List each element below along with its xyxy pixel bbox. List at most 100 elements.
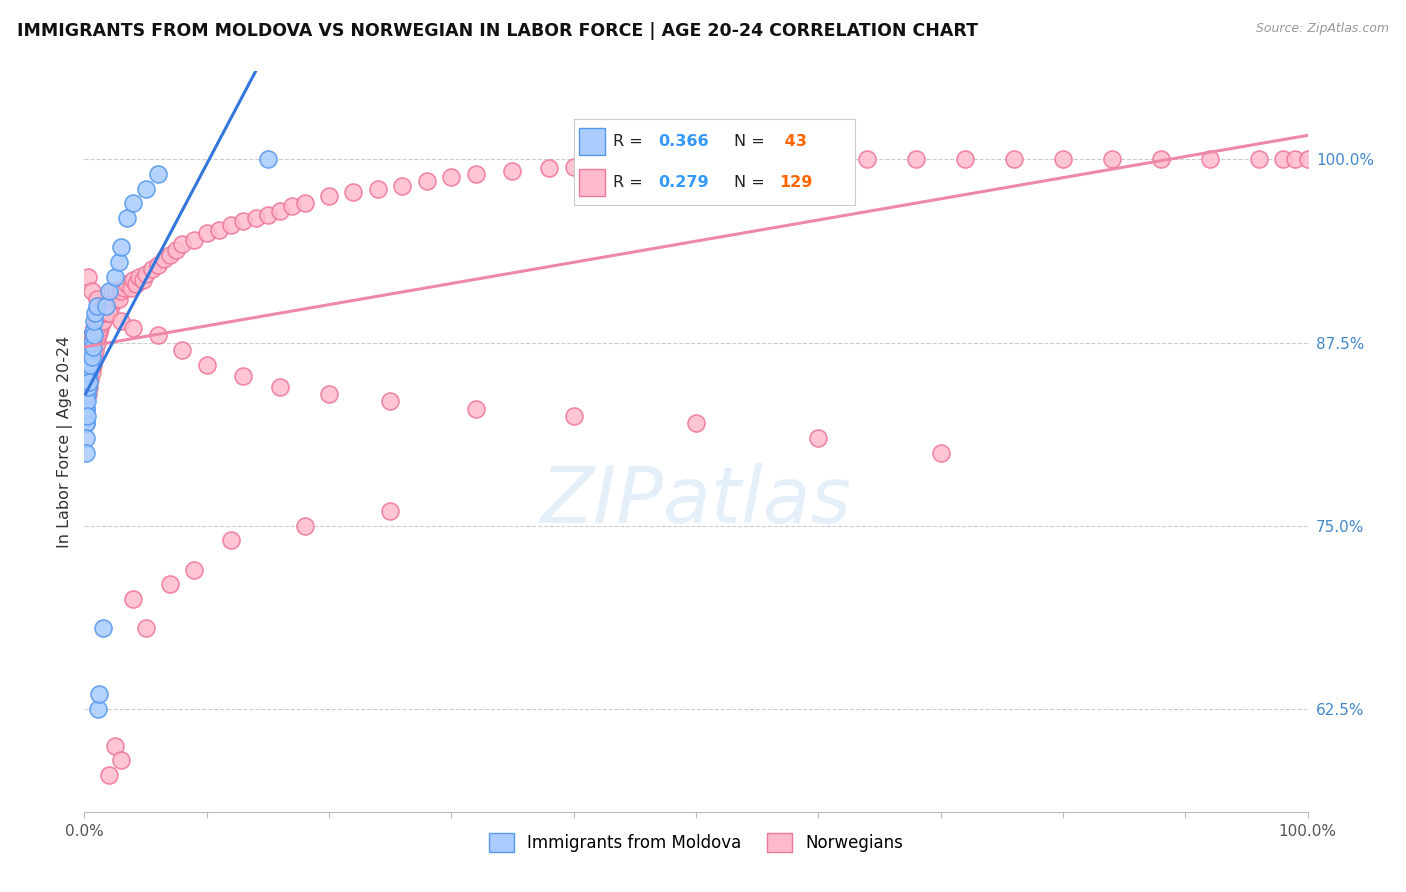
Point xyxy=(104,292,127,306)
Point xyxy=(128,269,150,284)
Point xyxy=(122,272,145,286)
Point xyxy=(294,519,316,533)
Point xyxy=(98,292,121,306)
Point xyxy=(89,306,111,320)
Point xyxy=(464,401,486,416)
Point xyxy=(538,161,561,175)
Point xyxy=(75,372,97,386)
Point xyxy=(91,313,114,327)
Point xyxy=(636,157,658,171)
Point xyxy=(709,153,731,168)
Point xyxy=(905,153,928,167)
Point xyxy=(135,181,157,195)
Point xyxy=(929,445,952,459)
Point xyxy=(86,299,108,313)
Point xyxy=(75,431,97,445)
Point xyxy=(183,563,205,577)
Point xyxy=(77,269,100,284)
Point xyxy=(269,379,291,393)
Point xyxy=(165,244,187,258)
Point xyxy=(107,292,129,306)
Point xyxy=(391,178,413,193)
Point xyxy=(79,350,101,364)
Point xyxy=(562,409,585,423)
Point xyxy=(232,214,254,228)
Point xyxy=(77,379,100,393)
Point xyxy=(183,233,205,247)
Point xyxy=(75,416,97,430)
Point xyxy=(685,416,707,430)
Point xyxy=(1272,153,1295,167)
Text: IMMIGRANTS FROM MOLDOVA VS NORWEGIAN IN LABOR FORCE | AGE 20-24 CORRELATION CHAR: IMMIGRANTS FROM MOLDOVA VS NORWEGIAN IN … xyxy=(17,22,977,40)
Point xyxy=(107,255,129,269)
Point xyxy=(122,196,145,211)
Point xyxy=(100,299,122,313)
Point xyxy=(83,321,105,335)
Point xyxy=(416,174,439,188)
Point xyxy=(84,343,107,357)
Point xyxy=(146,258,169,272)
Point xyxy=(159,247,181,261)
Point xyxy=(76,394,98,409)
Point xyxy=(86,310,108,325)
Point xyxy=(91,299,114,313)
Point xyxy=(146,328,169,343)
Point xyxy=(110,753,132,767)
Point xyxy=(135,267,157,281)
Point xyxy=(94,299,117,313)
Point xyxy=(96,306,118,320)
Point xyxy=(77,372,100,386)
Point xyxy=(86,292,108,306)
Point xyxy=(219,533,242,548)
Point xyxy=(502,164,524,178)
Point xyxy=(110,240,132,254)
Point xyxy=(80,328,103,343)
Point xyxy=(135,622,157,636)
Point xyxy=(953,153,976,167)
Point xyxy=(82,343,104,357)
Point xyxy=(97,292,120,306)
Point xyxy=(75,401,97,416)
Point xyxy=(83,335,105,350)
Point xyxy=(80,285,103,299)
Point xyxy=(115,211,138,225)
Point xyxy=(86,335,108,350)
Point xyxy=(105,285,128,299)
Point xyxy=(80,335,103,350)
Point xyxy=(125,277,148,291)
Point xyxy=(159,577,181,591)
Point xyxy=(132,272,155,286)
Point xyxy=(1284,153,1306,167)
Point xyxy=(97,768,120,782)
Point xyxy=(80,343,103,357)
Legend: Immigrants from Moldova, Norwegians: Immigrants from Moldova, Norwegians xyxy=(482,826,910,859)
Point xyxy=(76,350,98,364)
Text: Source: ZipAtlas.com: Source: ZipAtlas.com xyxy=(1256,22,1389,36)
Point xyxy=(172,237,194,252)
Point xyxy=(77,343,100,357)
Point xyxy=(367,181,389,195)
Point xyxy=(84,306,107,320)
Point xyxy=(599,158,621,172)
Point xyxy=(82,358,104,372)
Point xyxy=(77,365,100,379)
Point xyxy=(87,688,110,702)
Point xyxy=(90,301,112,316)
Point xyxy=(856,153,879,167)
Point xyxy=(80,350,103,364)
Point xyxy=(77,354,100,368)
Point xyxy=(97,299,120,313)
Point xyxy=(86,321,108,335)
Point xyxy=(1198,153,1220,167)
Point xyxy=(89,321,111,335)
Point xyxy=(80,365,103,379)
Point xyxy=(75,445,97,459)
Point xyxy=(104,269,127,284)
Point xyxy=(758,153,780,167)
Point xyxy=(245,211,267,225)
Point xyxy=(562,160,585,174)
Point xyxy=(77,387,100,401)
Point xyxy=(76,372,98,386)
Point xyxy=(1101,153,1123,167)
Point xyxy=(93,306,115,320)
